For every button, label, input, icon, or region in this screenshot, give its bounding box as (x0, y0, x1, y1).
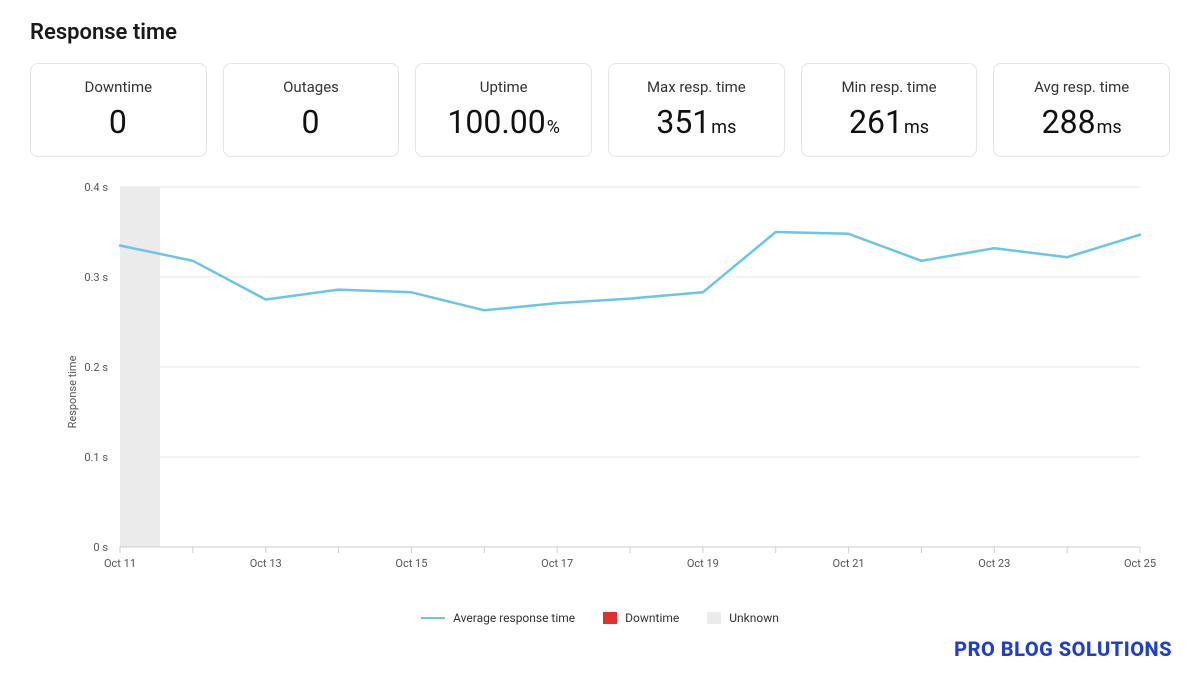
card-outages: Outages 0 (223, 63, 400, 157)
legend-item-unknown: Unknown (707, 611, 779, 625)
watermark-text: PRO BLOG SOLUTIONS (954, 637, 1172, 661)
card-value: 100.00% (426, 106, 581, 138)
chart-legend: Average response time Downtime Unknown (30, 611, 1170, 625)
y-axis-title: Response time (66, 356, 79, 429)
svg-text:Oct 13: Oct 13 (250, 557, 282, 570)
svg-text:Oct 11: Oct 11 (104, 557, 136, 570)
svg-text:Oct 17: Oct 17 (541, 557, 573, 570)
card-value: 351ms (619, 106, 774, 138)
legend-label: Downtime (625, 611, 679, 625)
card-label: Downtime (41, 78, 196, 96)
card-max-resp: Max resp. time 351ms (608, 63, 785, 157)
card-value: 0 (41, 106, 196, 138)
card-value: 261ms (812, 106, 967, 138)
card-uptime: Uptime 100.00% (415, 63, 592, 157)
card-value: 288ms (1004, 106, 1159, 138)
chart-svg: 0 s 0.1 s 0.2 s 0.3 s 0.4 s Oct 11 Oct 13 Oct 1… (30, 177, 1170, 577)
svg-text:Oct 15: Oct 15 (395, 557, 427, 570)
stats-cards-row: Downtime 0 Outages 0 Uptime 100.00% Max … (30, 63, 1170, 157)
card-label: Uptime (426, 78, 581, 96)
svg-text:Oct 25: Oct 25 (1124, 557, 1156, 570)
card-label: Avg resp. time (1004, 78, 1159, 96)
legend-swatch-line (421, 617, 445, 619)
card-label: Outages (234, 78, 389, 96)
legend-label: Unknown (729, 611, 779, 625)
card-min-resp: Min resp. time 261ms (801, 63, 978, 157)
legend-item-avg: Average response time (421, 611, 575, 625)
svg-text:Oct 21: Oct 21 (833, 557, 865, 570)
svg-text:0.1 s: 0.1 s (84, 451, 108, 464)
svg-text:0.4 s: 0.4 s (84, 181, 108, 194)
legend-swatch-box (707, 612, 721, 624)
legend-item-downtime: Downtime (603, 611, 679, 625)
card-label: Min resp. time (812, 78, 967, 96)
card-value: 0 (234, 106, 389, 138)
svg-text:0.2 s: 0.2 s (84, 361, 108, 374)
card-label: Max resp. time (619, 78, 774, 96)
card-avg-resp: Avg resp. time 288ms (993, 63, 1170, 157)
svg-text:Oct 19: Oct 19 (687, 557, 719, 570)
legend-label: Average response time (453, 611, 575, 625)
legend-swatch-box (603, 612, 617, 624)
page-title: Response time (30, 20, 1170, 45)
svg-text:0 s: 0 s (93, 541, 108, 554)
card-downtime: Downtime 0 (30, 63, 207, 157)
svg-text:Oct 23: Oct 23 (978, 557, 1010, 570)
svg-text:0.3 s: 0.3 s (84, 271, 108, 284)
response-time-chart: Response time 0 s 0.1 s 0.2 s 0.3 s 0.4 s Oct… (30, 177, 1170, 607)
